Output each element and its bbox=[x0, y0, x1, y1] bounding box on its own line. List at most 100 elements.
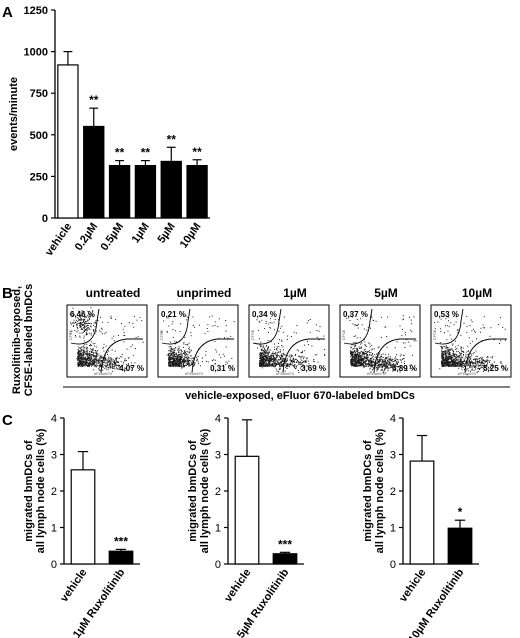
flow-event-dot bbox=[442, 361, 444, 363]
flow-event-dot bbox=[379, 364, 381, 365]
flow-event-dot bbox=[79, 359, 81, 361]
flow-event-dot bbox=[92, 360, 94, 362]
flow-event-dot bbox=[272, 364, 273, 366]
flow-event-dot bbox=[379, 359, 381, 361]
flow-event-dot bbox=[364, 344, 366, 346]
flow-event-dot bbox=[88, 352, 90, 354]
flow-event-dot bbox=[85, 323, 87, 324]
flow-event-dot bbox=[108, 357, 110, 359]
flow-event-dot bbox=[363, 349, 365, 351]
flow-event-dot bbox=[108, 364, 110, 366]
flow-event-dot bbox=[361, 363, 363, 365]
flow-event-dot bbox=[260, 341, 262, 343]
flow-event-dot bbox=[366, 351, 368, 353]
flow-event-dot bbox=[176, 352, 178, 354]
flow-event-dot bbox=[468, 356, 470, 358]
flow-event-dot bbox=[265, 349, 267, 351]
flow-event-dot bbox=[86, 325, 88, 327]
flow-event-dot bbox=[264, 359, 266, 361]
flow-event-dot bbox=[102, 366, 104, 368]
flow-event-dot bbox=[99, 366, 101, 367]
y-axis-label: all lymph node cells (%) bbox=[199, 428, 211, 553]
flow-event-dot bbox=[462, 362, 464, 364]
flow-event-dot bbox=[453, 358, 455, 360]
flow-event-dot bbox=[214, 321, 216, 323]
flow-event-dot bbox=[444, 332, 445, 334]
flow-event-dot bbox=[474, 361, 476, 363]
flow-event-dot bbox=[81, 332, 83, 334]
flow-event-dot bbox=[220, 356, 222, 358]
flow-event-dot bbox=[268, 352, 270, 353]
flow-gate-lower bbox=[100, 338, 143, 374]
flow-event-dot bbox=[363, 353, 365, 354]
flow-event-dot bbox=[443, 354, 445, 356]
flow-event-dot bbox=[352, 362, 353, 364]
flow-event-dot bbox=[370, 358, 372, 360]
flow-event-dot bbox=[353, 350, 355, 351]
flow-event-dot bbox=[497, 367, 499, 369]
flow-event-dot bbox=[84, 329, 86, 330]
flow-event-dot bbox=[362, 352, 363, 354]
flow-event-dot bbox=[187, 358, 188, 360]
flow-event-dot bbox=[273, 349, 275, 350]
flow-event-dot bbox=[211, 315, 213, 317]
flow-event-dot bbox=[79, 355, 81, 357]
flow-event-dot bbox=[415, 340, 417, 342]
flow-event-dot bbox=[358, 357, 360, 359]
y-tick-label: 3 bbox=[51, 450, 57, 462]
flow-event-dot bbox=[315, 324, 317, 326]
flow-event-dot bbox=[380, 369, 382, 371]
y-tick-label: 0 bbox=[42, 213, 48, 225]
flow-event-dot bbox=[476, 338, 477, 340]
flow-event-dot bbox=[172, 363, 174, 365]
flow-event-dot bbox=[363, 365, 365, 367]
significance-label: *** bbox=[278, 537, 292, 551]
flow-event-dot bbox=[377, 368, 379, 370]
flow-event-dot bbox=[106, 364, 108, 366]
flow-event-dot bbox=[399, 325, 401, 327]
flow-event-dot bbox=[265, 355, 267, 356]
flow-event-dot bbox=[442, 365, 444, 367]
flow-event-dot bbox=[87, 365, 89, 367]
flow-event-dot bbox=[86, 343, 88, 345]
flow-event-dot bbox=[86, 327, 88, 329]
flow-event-dot bbox=[463, 360, 464, 362]
flow-event-dot bbox=[218, 318, 220, 320]
flow-event-dot bbox=[306, 322, 308, 324]
flow-event-dot bbox=[80, 358, 82, 360]
flow-event-dot bbox=[267, 354, 269, 356]
flow-event-dot bbox=[98, 369, 100, 371]
flow-event-dot bbox=[227, 337, 229, 339]
flow-event-dot bbox=[96, 350, 98, 352]
flow-event-dot bbox=[472, 363, 474, 365]
flow-event-dot bbox=[173, 355, 175, 357]
flow-event-dot bbox=[382, 362, 384, 364]
flow-event-dot bbox=[354, 354, 356, 356]
flow-event-dot bbox=[118, 367, 120, 369]
flow-event-dot bbox=[87, 328, 89, 330]
flow-event-dot bbox=[113, 363, 115, 365]
flow-event-dot bbox=[370, 371, 372, 373]
flow-event-dot bbox=[117, 335, 119, 336]
flow-event-dot bbox=[91, 365, 92, 367]
flow-event-dot bbox=[352, 358, 354, 360]
flow-event-dot bbox=[183, 360, 185, 362]
flow-event-dot bbox=[77, 349, 79, 351]
flow-event-dot bbox=[112, 363, 114, 365]
flow-event-dot bbox=[263, 365, 265, 366]
flow-event-dot bbox=[465, 355, 467, 357]
flow-event-dot bbox=[78, 364, 80, 366]
flow-event-dot bbox=[281, 356, 283, 358]
flow-event-dot bbox=[400, 359, 402, 361]
flow-event-dot bbox=[81, 323, 83, 325]
flow-event-dot bbox=[124, 325, 126, 327]
flow-axis-name-x: eFluor670 bbox=[458, 371, 477, 376]
flow-event-dot bbox=[81, 349, 83, 351]
flow-event-dot bbox=[89, 319, 91, 321]
flow-event-dot bbox=[459, 360, 460, 362]
flow-event-dot bbox=[271, 365, 273, 367]
flow-event-dot bbox=[453, 361, 455, 363]
flow-event-dot bbox=[84, 362, 86, 363]
flow-event-dot bbox=[179, 361, 181, 363]
